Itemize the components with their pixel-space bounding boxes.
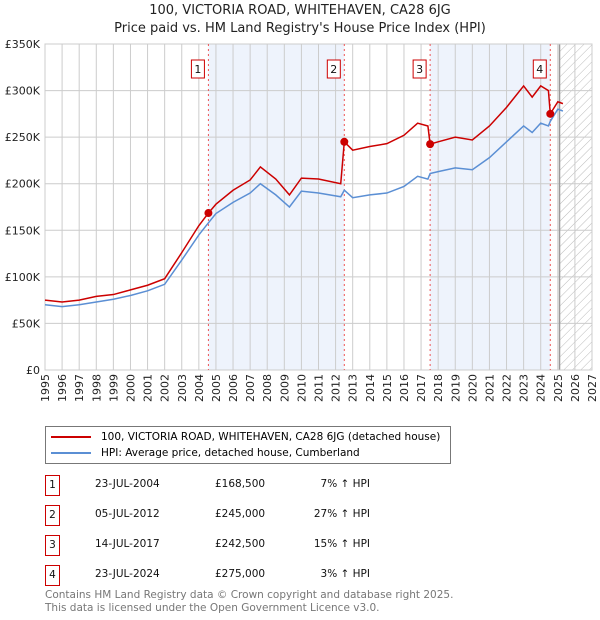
sale-point: [340, 137, 349, 146]
shaded-period: [208, 44, 345, 370]
sale-number-badge: 4: [45, 565, 60, 586]
footer-line: Contains HM Land Registry data © Crown c…: [45, 589, 454, 601]
x-tick-label: 2004: [193, 374, 206, 402]
sale-price: £275,000: [215, 568, 266, 580]
sale-number-badge: 2: [45, 505, 60, 526]
x-tick-label: 2023: [518, 374, 531, 402]
x-tick-label: 2016: [398, 374, 411, 402]
sale-label: 2: [330, 63, 337, 76]
sale-label: 4: [536, 63, 543, 76]
x-tick-label: 2012: [330, 374, 343, 402]
sale-label: 3: [416, 63, 423, 76]
x-tick-label: 2010: [295, 374, 308, 402]
sale-hpi-diff: 27% ↑ HPI: [313, 508, 370, 520]
x-tick-label: 2015: [381, 374, 394, 402]
x-tick-label: 2008: [261, 374, 274, 402]
sale-hpi-diff: 3% ↑ HPI: [320, 568, 370, 580]
sale-row: 3 14-JUL-2017 £242,500 15% ↑ HPI: [45, 535, 405, 556]
sale-hpi-diff: 7% ↑ HPI: [320, 478, 370, 490]
x-tick-label: 1996: [56, 374, 69, 402]
y-tick-label: £100K: [5, 271, 41, 284]
sale-point: [546, 109, 555, 118]
sale-date: 23-JUL-2024: [95, 568, 160, 580]
sale-label-box: [412, 59, 427, 79]
y-tick-label: £300K: [5, 85, 41, 98]
x-tick-label: 2001: [142, 374, 155, 402]
chart-subtitle: Price paid vs. HM Land Registry's House …: [114, 21, 486, 36]
price-chart: 1995 1996 1997 1998 1999 2000 2001 2002 2003 2004…: [5, 38, 599, 402]
sale-label-box: [326, 59, 341, 79]
x-tick-label: 2005: [210, 374, 223, 402]
x-tick-label: 2003: [176, 374, 189, 402]
x-tick-label: 2020: [466, 374, 479, 402]
x-tick-label: 1995: [39, 374, 52, 402]
x-tick-label: 2021: [483, 374, 496, 402]
hpi-line: [44, 108, 564, 308]
property-line: [44, 84, 564, 303]
sale-row: 1 23-JUL-2004 £168,500 7% ↑ HPI: [45, 475, 405, 496]
legend: 100, VICTORIA ROAD, WHITEHAVEN, CA28 6JG…: [45, 426, 451, 464]
legend-item-hpi: HPI: Average price, detached house, Cumb…: [51, 446, 360, 460]
sale-number-badge: 3: [45, 535, 60, 556]
x-tick-label: 1999: [107, 374, 120, 402]
sale-date: 14-JUL-2017: [95, 538, 160, 550]
legend-swatch-blue: [51, 452, 91, 454]
sale-point: [204, 209, 213, 218]
sale-row: 4 23-JUL-2024 £275,000 3% ↑ HPI: [45, 565, 405, 586]
y-tick-label: £200K: [5, 178, 41, 191]
sale-label-box: [190, 59, 205, 79]
footer: Contains HM Land Registry data © Crown c…: [45, 589, 453, 615]
sale-hpi-diff: 15% ↑ HPI: [313, 538, 370, 550]
x-tick-label: 2002: [159, 374, 172, 402]
x-tick-label: 1998: [90, 374, 103, 402]
x-tick-label: 2006: [227, 374, 240, 402]
sale-date: 05-JUL-2012: [95, 508, 160, 520]
x-tick-label: 2011: [313, 374, 326, 402]
sale-number-badge: 1: [45, 475, 60, 496]
sale-price: £245,000: [215, 508, 266, 520]
x-tick-label: 1997: [73, 374, 86, 402]
sale-label: 1: [194, 63, 201, 76]
x-tick-label: 2025: [552, 374, 565, 402]
x-tick-label: 2009: [278, 374, 291, 402]
sale-date: 23-JUL-2004: [95, 478, 160, 490]
y-tick-label: £350K: [5, 38, 41, 51]
x-tick-label: 2026: [569, 374, 582, 402]
x-tick-label: 2017: [415, 374, 428, 402]
footer-line: This data is licensed under the Open Gov…: [45, 602, 380, 614]
sale-point: [426, 140, 435, 149]
x-tick-label: 2000: [124, 374, 137, 402]
sale-price: £242,500: [215, 538, 266, 550]
sale-label-box: [532, 59, 547, 79]
plot-frame: [44, 43, 593, 371]
x-tick-label: 2019: [449, 374, 462, 402]
y-tick-label: £150K: [5, 224, 41, 237]
forecast-hatch: [559, 44, 592, 370]
x-tick-label: 2013: [347, 374, 360, 402]
legend-label: HPI: Average price, detached house, Cumb…: [101, 447, 360, 459]
x-tick-label: 2007: [244, 374, 257, 402]
chart-title: 100, VICTORIA ROAD, WHITEHAVEN, CA28 6JG: [149, 3, 451, 18]
sale-row: 2 05-JUL-2012 £245,000 27% ↑ HPI: [45, 505, 405, 526]
x-tick-label: 2018: [432, 374, 445, 402]
legend-swatch-red: [51, 436, 91, 438]
x-tick-label: 2024: [535, 374, 548, 402]
x-tick-label: 2014: [364, 374, 377, 402]
y-tick-label: £0: [26, 364, 40, 377]
shaded-period: [430, 44, 551, 370]
sale-price: £168,500: [215, 478, 266, 490]
x-tick-label: 2022: [501, 374, 514, 402]
legend-item-property: 100, VICTORIA ROAD, WHITEHAVEN, CA28 6JG…: [51, 430, 440, 444]
y-tick-label: £250K: [5, 131, 41, 144]
y-tick-label: £50K: [12, 317, 41, 330]
x-tick-label: 2027: [586, 374, 599, 402]
legend-label: 100, VICTORIA ROAD, WHITEHAVEN, CA28 6JG…: [101, 431, 441, 443]
